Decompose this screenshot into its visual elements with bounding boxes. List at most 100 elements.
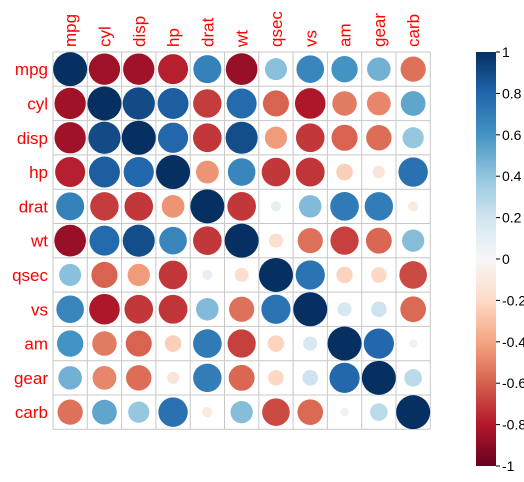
- colorbar-tick-label: 1: [502, 44, 510, 60]
- correlation-circle: [228, 364, 255, 391]
- correlation-circle: [164, 335, 182, 352]
- row-label: hp: [29, 163, 48, 182]
- correlation-circle: [158, 54, 189, 85]
- correlation-circle: [158, 294, 188, 324]
- colorbar-tick-label: -0.6: [502, 375, 524, 391]
- correlation-circle: [293, 292, 328, 327]
- column-label: disp: [130, 16, 149, 47]
- correlation-circle: [58, 366, 82, 390]
- colorbar-tick-label: 0.6: [502, 127, 522, 143]
- correlation-circle: [54, 87, 86, 120]
- correlation-circle: [56, 330, 84, 357]
- correlation-circle: [126, 365, 152, 391]
- correlation-circle: [330, 226, 359, 255]
- correlation-circle: [229, 296, 255, 322]
- row-label: carb: [15, 403, 48, 422]
- correlation-circle: [122, 87, 155, 120]
- correlation-circle: [202, 269, 213, 281]
- correlation-circle: [158, 397, 188, 427]
- correlation-circle: [258, 257, 293, 292]
- correlation-circle: [398, 157, 428, 187]
- column-label: carb: [404, 14, 423, 47]
- correlation-circle: [157, 87, 189, 119]
- colorbar-tick-label: 0.2: [502, 210, 522, 226]
- correlation-circle: [193, 55, 222, 84]
- correlation-circle: [264, 126, 288, 149]
- correlation-circle: [225, 121, 258, 154]
- correlation-circle: [227, 192, 256, 221]
- column-label: am: [336, 23, 355, 47]
- correlation-circle: [267, 335, 285, 352]
- correlation-circle: [268, 233, 283, 248]
- correlation-circle: [361, 360, 396, 395]
- correlation-circle: [91, 261, 118, 289]
- correlation-circle: [294, 88, 326, 119]
- column-label: qsec: [267, 11, 286, 47]
- correlation-circle: [336, 266, 353, 284]
- correlation-circle: [193, 89, 222, 118]
- correlation-circle: [302, 370, 319, 386]
- row-label: disp: [17, 129, 48, 148]
- correlation-circle: [295, 157, 325, 187]
- colorbar-tick-label: -0.2: [502, 292, 524, 308]
- column-label: drat: [198, 17, 217, 47]
- correlation-circle: [90, 192, 119, 221]
- correlation-circle: [122, 224, 155, 257]
- correlation-circle: [295, 123, 325, 153]
- correlation-circle: [53, 52, 88, 87]
- correlation-circle: [54, 224, 87, 257]
- correlation-circle: [330, 192, 359, 221]
- correlation-circle: [88, 53, 121, 85]
- grid-lines: [52, 51, 431, 430]
- correlation-circle: [88, 121, 121, 154]
- colorbar-tick-label: 0: [502, 251, 510, 267]
- correlation-circle: [89, 293, 120, 325]
- correlation-circle: [56, 295, 84, 324]
- correlation-circle: [234, 267, 249, 282]
- correlation-circle: [261, 294, 291, 324]
- correlation-circle: [329, 362, 360, 393]
- correlation-circle: [92, 399, 117, 425]
- correlation-circle: [54, 122, 86, 154]
- colorbar-tick-label: 0.8: [502, 85, 522, 101]
- correlation-circle: [331, 55, 358, 83]
- correlation-circle: [193, 363, 222, 393]
- correlation-circle: [230, 401, 253, 424]
- correlation-circle: [55, 157, 86, 188]
- correlation-circle: [402, 229, 425, 252]
- correlation-circle: [270, 201, 282, 212]
- correlation-circle: [371, 301, 387, 318]
- correlation-circle: [89, 225, 120, 256]
- correlation-circle: [400, 91, 426, 116]
- correlation-circle: [156, 155, 191, 190]
- correlation-circle: [87, 86, 122, 121]
- row-label: mpg: [15, 60, 48, 79]
- correlation-circle: [158, 260, 188, 290]
- correlation-circle: [297, 399, 324, 425]
- correlation-circle: [161, 194, 185, 218]
- correlation-circle: [127, 263, 150, 287]
- correlation-circle: [366, 125, 392, 151]
- colorbar-tick-label: 0.4: [502, 168, 522, 184]
- correlation-circle: [371, 267, 387, 283]
- column-label: hp: [164, 28, 183, 47]
- correlation-circle: [224, 223, 259, 258]
- row-label: am: [24, 335, 48, 354]
- correlation-circle: [365, 227, 392, 254]
- correlation-circle: [123, 53, 155, 85]
- correlation-circle: [195, 160, 219, 184]
- correlation-circle: [295, 260, 325, 290]
- correlation-circle: [227, 158, 256, 186]
- colorbar: [476, 52, 496, 466]
- correlation-circle: [408, 201, 419, 212]
- correlation-circle: [331, 124, 358, 151]
- correlation-circle: [193, 226, 222, 255]
- correlation-circle: [336, 163, 353, 181]
- column-label: wt: [233, 30, 252, 48]
- correlation-circle: [121, 120, 156, 155]
- correlation-circle: [124, 294, 154, 324]
- correlation-circle: [225, 53, 258, 86]
- column-label: vs: [301, 30, 320, 47]
